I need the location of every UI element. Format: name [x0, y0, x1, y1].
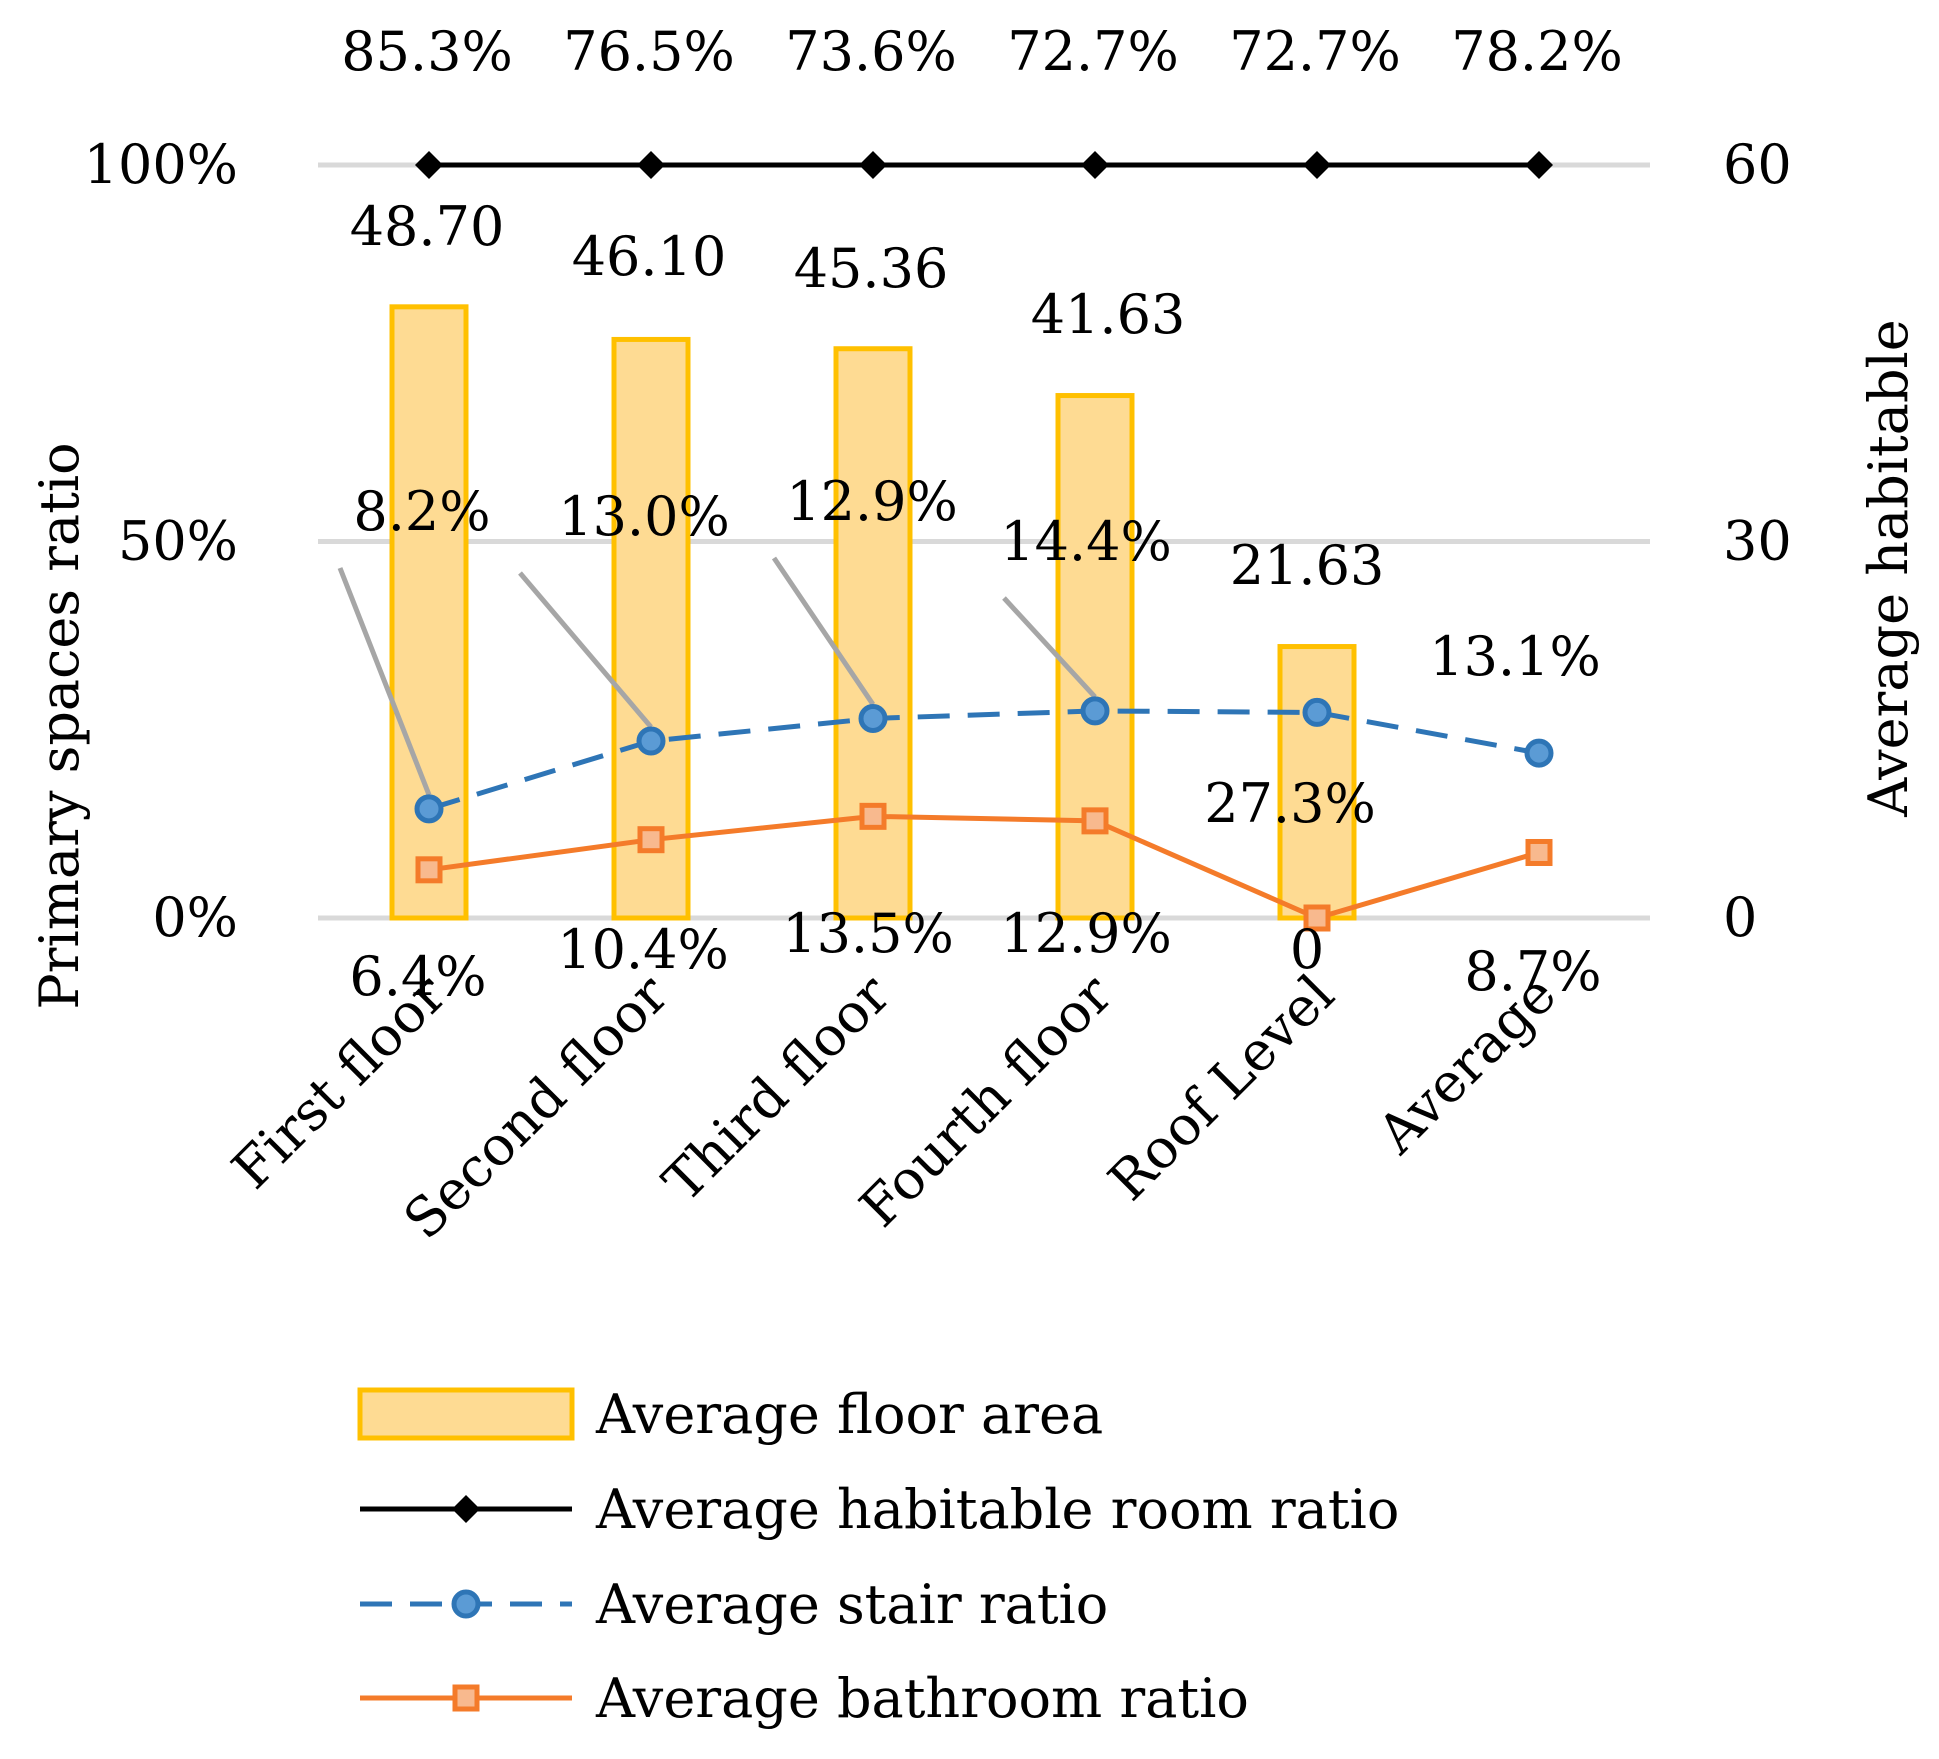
- line-point-diamond: [1303, 151, 1331, 179]
- bar-data-label: 21.63: [1230, 534, 1385, 597]
- bar: [389, 304, 469, 921]
- line-point-diamond: [1525, 151, 1553, 179]
- bar-data-label: 46.10: [572, 225, 727, 288]
- line-point-square: [1525, 838, 1553, 866]
- line-point-circle: [451, 1589, 481, 1619]
- leader-lines: [337, 556, 1097, 796]
- stair-label-leader-line: [1002, 596, 1097, 699]
- line-point-square: [859, 802, 887, 830]
- bathroom-ratio-label: 12.9%: [1000, 902, 1172, 965]
- line-point-diamond: [1081, 151, 1109, 179]
- bar: [1055, 393, 1135, 921]
- stair-ratio-label: 14.4%: [1000, 510, 1172, 573]
- line-point-circle: [414, 794, 444, 824]
- line-point-square: [637, 826, 665, 854]
- habitable-ratio-label: 72.7%: [1229, 20, 1401, 83]
- bar-data-label: 48.70: [350, 195, 505, 258]
- line-point-circle: [636, 726, 666, 756]
- stair-ratio-label: 8.2%: [353, 480, 490, 543]
- line-point-diamond: [859, 151, 887, 179]
- series-line-average-stair-ratio: [428, 708, 1540, 812]
- data-labels: 48.70 46.10 45.36 41.63 21.63 85.3% 76.5% 73.6%…: [341, 20, 1623, 1008]
- legend-swatch-bar: [357, 1387, 575, 1441]
- series-line-average-bathroom-ratio: [428, 813, 1540, 921]
- habitable-ratio-label: 72.7%: [1007, 20, 1179, 83]
- line-point-diamond: [452, 1495, 480, 1523]
- y-left-axis-title: Primary spaces ratio: [28, 442, 91, 1009]
- bar: [611, 336, 691, 921]
- stair-label-leader-line: [518, 571, 653, 729]
- line-point-circle: [1524, 738, 1554, 768]
- y-left-tick-label: 100%: [84, 133, 238, 196]
- x-tick-label: Third floor: [651, 963, 902, 1214]
- bar-data-label: 41.63: [1031, 283, 1186, 346]
- bar-data-label: 45.36: [794, 237, 949, 300]
- y-right-tick-label: 0: [1723, 886, 1757, 949]
- line-point-square: [415, 856, 443, 884]
- line-point-square: [1303, 904, 1331, 932]
- legend: Average floor area Average habitable room…: [357, 1383, 1399, 1730]
- line-series: [414, 151, 1554, 932]
- stair-label-leader-line: [771, 556, 876, 706]
- y-right-tick-label: 60: [1723, 133, 1792, 196]
- stair-ratio-label: 12.9%: [786, 470, 958, 533]
- line-point-circle: [858, 703, 888, 733]
- y-left-tick-label: 50%: [118, 510, 238, 573]
- line-point-circle: [1302, 697, 1332, 727]
- stair-ratio-label: 27.3%: [1204, 772, 1376, 835]
- habitable-ratio-label: 85.3%: [341, 20, 513, 83]
- line-point-circle: [1080, 696, 1110, 726]
- y-right-axis-title: Average habitable: [1857, 319, 1920, 817]
- habitable-ratio-label: 78.2%: [1451, 20, 1623, 83]
- axes: Primary spaces ratio Average habitable 0…: [28, 133, 1920, 1251]
- bathroom-ratio-label: 6.4%: [349, 945, 486, 1008]
- bathroom-ratio-label: 8.7%: [1464, 940, 1601, 1003]
- line-point-diamond: [415, 151, 443, 179]
- gridlines: [318, 162, 1650, 921]
- stair-ratio-label: 13.1%: [1429, 625, 1601, 688]
- y-right-tick-label: 30: [1723, 510, 1792, 573]
- line-point-diamond: [637, 151, 665, 179]
- legend-label: Average stair ratio: [595, 1573, 1108, 1636]
- habitable-ratio-label: 76.5%: [563, 20, 735, 83]
- line-point-square: [1081, 807, 1109, 835]
- bathroom-ratio-label: 10.4%: [557, 918, 729, 981]
- bathroom-ratio-label: 13.5%: [782, 902, 954, 965]
- y-left-tick-label: 0%: [152, 886, 238, 949]
- bathroom-ratio-label: 0: [1290, 918, 1324, 981]
- legend-label: Average bathroom ratio: [595, 1667, 1249, 1730]
- legend-label: Average floor area: [595, 1383, 1103, 1446]
- bar: [833, 346, 913, 921]
- x-tick-label: Roof Level: [1096, 963, 1346, 1213]
- stair-ratio-label: 13.0%: [558, 485, 730, 548]
- habitable-ratio-label: 73.6%: [785, 20, 957, 83]
- legend-label: Average habitable room ratio: [595, 1478, 1399, 1541]
- stair-label-leader-line: [337, 567, 432, 796]
- line-point-square: [452, 1684, 480, 1712]
